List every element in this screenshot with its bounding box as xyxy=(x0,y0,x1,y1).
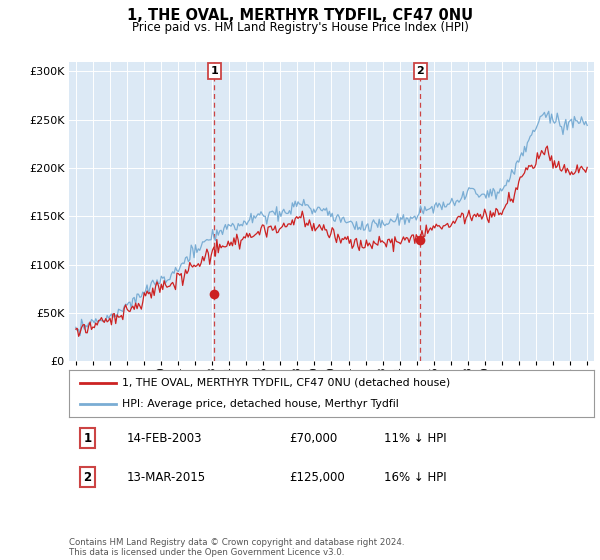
Text: 2: 2 xyxy=(416,66,424,76)
Text: HPI: Average price, detached house, Merthyr Tydfil: HPI: Average price, detached house, Mert… xyxy=(121,399,398,409)
Text: 1, THE OVAL, MERTHYR TYDFIL, CF47 0NU (detached house): 1, THE OVAL, MERTHYR TYDFIL, CF47 0NU (d… xyxy=(121,378,450,388)
Text: 11% ↓ HPI: 11% ↓ HPI xyxy=(384,432,446,445)
Text: Contains HM Land Registry data © Crown copyright and database right 2024.
This d: Contains HM Land Registry data © Crown c… xyxy=(69,538,404,557)
Text: 2: 2 xyxy=(83,471,91,484)
Text: Price paid vs. HM Land Registry's House Price Index (HPI): Price paid vs. HM Land Registry's House … xyxy=(131,21,469,34)
Text: £70,000: £70,000 xyxy=(290,432,338,445)
Text: 13-MAR-2015: 13-MAR-2015 xyxy=(127,471,206,484)
Text: £125,000: £125,000 xyxy=(290,471,345,484)
Text: 14-FEB-2003: 14-FEB-2003 xyxy=(127,432,202,445)
Text: 1: 1 xyxy=(211,66,218,76)
Text: 16% ↓ HPI: 16% ↓ HPI xyxy=(384,471,446,484)
Text: 1: 1 xyxy=(83,432,91,445)
Text: 1, THE OVAL, MERTHYR TYDFIL, CF47 0NU: 1, THE OVAL, MERTHYR TYDFIL, CF47 0NU xyxy=(127,8,473,24)
